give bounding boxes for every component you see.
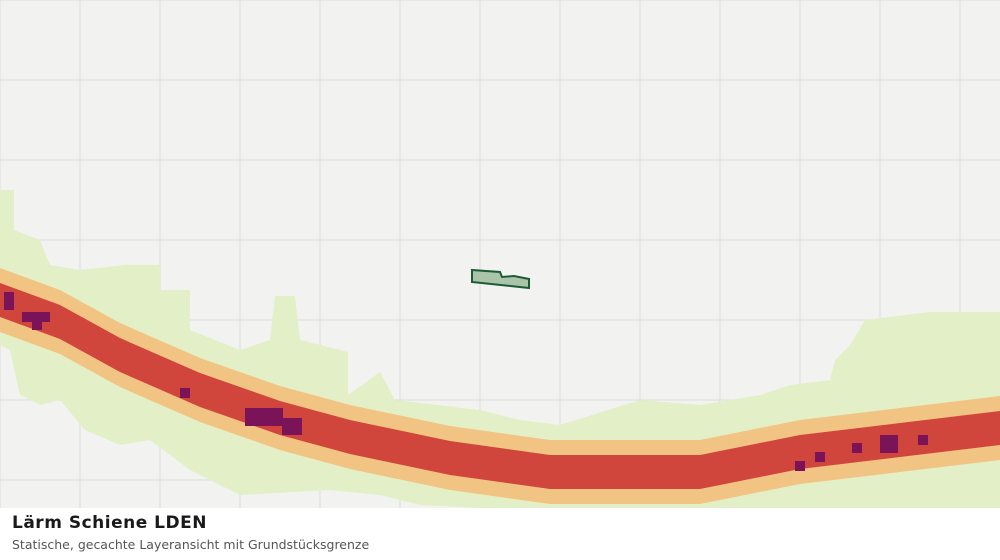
noise-spot xyxy=(852,443,862,453)
noise-spot xyxy=(4,292,14,310)
noise-zone-high xyxy=(0,283,1000,489)
noise-spot xyxy=(815,452,825,462)
noise-spot xyxy=(22,312,50,322)
noise-spot xyxy=(918,435,928,445)
layer-subtitle: Statische, gecachte Layeransicht mit Gru… xyxy=(12,537,370,552)
noise-spot xyxy=(32,320,42,330)
noise-spot xyxy=(245,408,283,426)
map-canvas xyxy=(0,0,1000,508)
parcel-boundary[interactable] xyxy=(471,268,530,290)
noise-spot xyxy=(795,461,805,471)
noise-spot xyxy=(282,418,302,435)
noise-zone-very-high xyxy=(4,292,928,471)
layer-title: Lärm Schiene LDEN xyxy=(12,513,207,533)
noise-layer xyxy=(0,190,1000,508)
noise-spot xyxy=(180,388,190,398)
legend-footer: Lärm Schiene LDEN Statische, gecachte La… xyxy=(0,508,1000,560)
noise-spot xyxy=(880,435,898,453)
